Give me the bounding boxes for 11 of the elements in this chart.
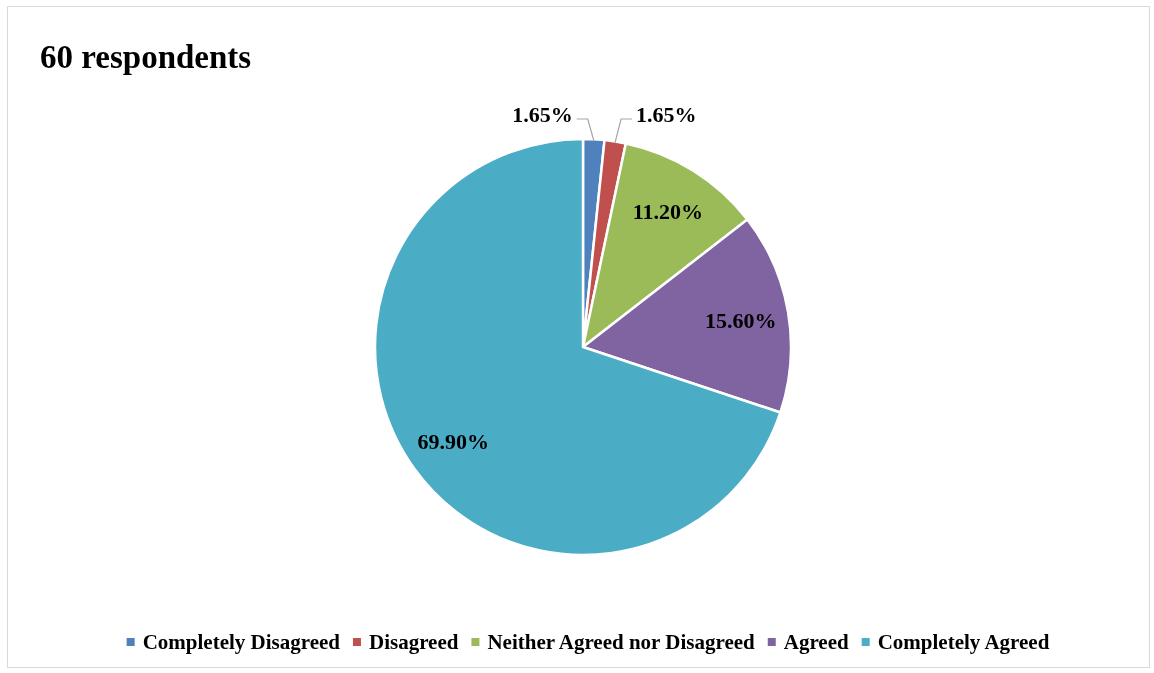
legend-label: Neither Agreed nor Disagreed bbox=[487, 630, 756, 654]
legend-label: Completely Disagreed bbox=[142, 630, 341, 654]
chart-title: 60 respondents bbox=[40, 39, 252, 75]
data-label: 69.90% bbox=[417, 428, 489, 454]
legend-label: Completely Agreed bbox=[877, 630, 1050, 654]
data-label: 1.65% bbox=[512, 101, 573, 127]
data-label: 11.20% bbox=[632, 198, 704, 224]
legend-label: Disagreed bbox=[368, 630, 459, 654]
legend-label: Agreed bbox=[783, 630, 849, 654]
data-label: 1.65% bbox=[636, 101, 697, 127]
data-label: 15.60% bbox=[705, 307, 777, 333]
